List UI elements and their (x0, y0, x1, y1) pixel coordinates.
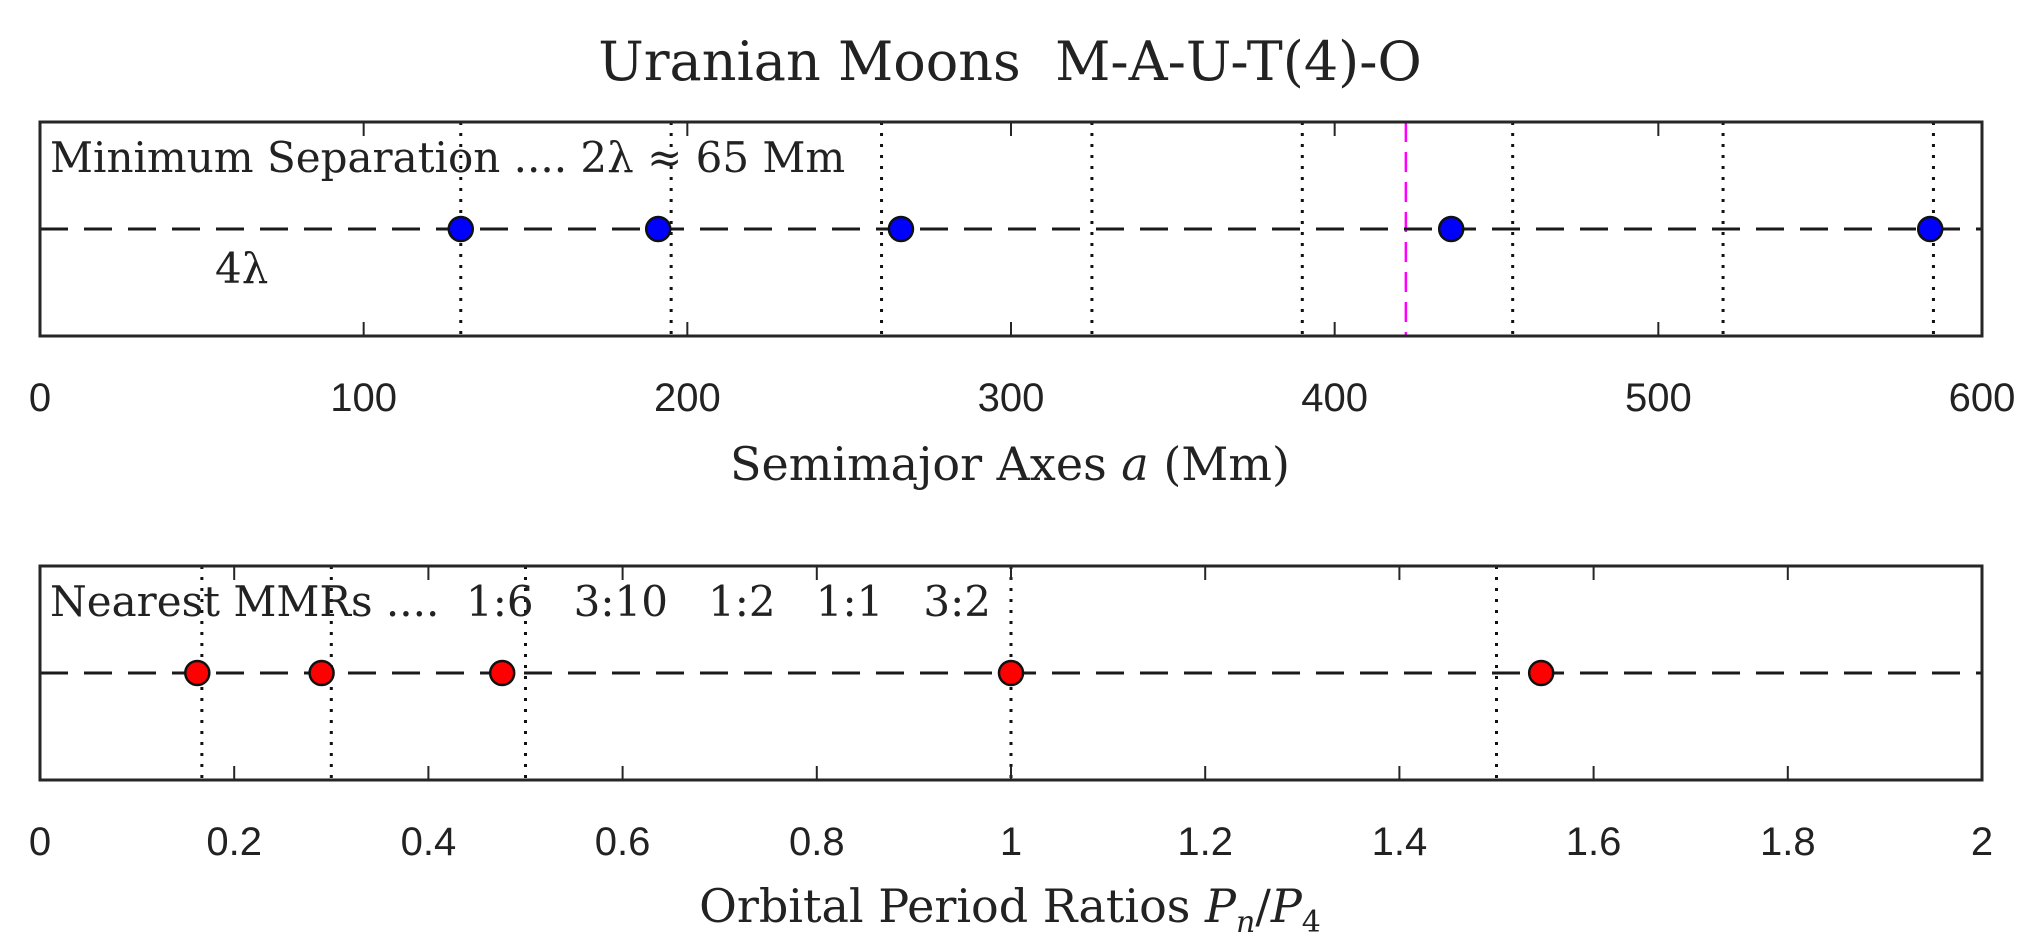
x-tick-label: 300 (978, 376, 1045, 420)
mmr-label-1-2: 1:2 (708, 577, 776, 626)
panel2-xlabel-sub-n: n (1236, 905, 1255, 940)
four-lambda-label: 4λ (215, 244, 268, 293)
nearest-mmrs-annotation: Nearest MMRs .... 1:6 3:10 1:2 1:1 3:2 (50, 577, 991, 626)
panel2-xlabel-var-n: P (1204, 879, 1237, 933)
ratio-marker-5 (1527, 659, 1555, 687)
ratio-marker-1 (184, 659, 211, 687)
panel1-x-ticks: 0 100 200 300 400 500 600 (29, 122, 2016, 420)
mmr-prefix: Nearest MMRs .... (50, 577, 439, 626)
panel-semimajor-axes: 0 100 200 300 400 500 600 Minimum Separation .… (29, 120, 2016, 491)
x-tick-label: 0.8 (789, 820, 845, 864)
ratio-marker-4 (997, 659, 1025, 687)
panel2-xlabel-sep: / (1255, 879, 1271, 933)
x-tick-label: 600 (1949, 376, 2016, 420)
ratio-marker-3 (488, 659, 516, 687)
panel-period-ratios: 0 0.2 0.4 0.6 0.8 1 1.2 1.4 1.6 1.8 2 Nearest MMRs… (29, 564, 1993, 940)
panel2-xlabel: Orbital Period Ratios Pn/P4 (699, 879, 1321, 940)
moon-marker-5 (1916, 215, 1944, 243)
panel1-xlabel-text: Semimajor Axes (730, 437, 1107, 491)
moon-marker-1 (447, 215, 475, 243)
x-tick-label: 1 (1000, 820, 1022, 864)
x-tick-label: 0.6 (595, 820, 651, 864)
panel2-xlabel-sub-4: 4 (1302, 905, 1321, 940)
mmr-label-3-2: 3:2 (923, 577, 991, 626)
moon-marker-3 (887, 215, 915, 243)
ratio-marker-2 (308, 659, 335, 687)
mmr-label-3-10: 3:10 (574, 577, 668, 626)
x-tick-label: 1.8 (1760, 820, 1816, 864)
mmr-label-1-1: 1:1 (816, 577, 884, 626)
panel1-xlabel: Semimajor Axes a (Mm) (730, 437, 1290, 491)
panel2-x-ticks: 0 0.2 0.4 0.6 0.8 1 1.2 1.4 1.6 1.8 2 (29, 566, 1993, 864)
x-tick-label: 500 (1625, 376, 1692, 420)
x-tick-label: 0 (29, 376, 51, 420)
x-tick-label: 400 (1301, 376, 1368, 420)
panel2-xlabel-var-4: P (1270, 879, 1303, 933)
moon-marker-4 (1437, 215, 1465, 243)
panel2-markers (184, 659, 1555, 687)
panel2-reference-lines (200, 566, 1498, 780)
x-tick-label: 0 (29, 820, 51, 864)
moon-marker-2 (644, 215, 672, 243)
x-tick-label: 200 (654, 376, 721, 420)
panel1-xlabel-var: a (1121, 437, 1148, 491)
mmr-label-1-6: 1:6 (466, 577, 534, 626)
x-tick-label: 100 (330, 376, 397, 420)
min-separation-annotation: Minimum Separation .... 2λ ≈ 65 Mm (50, 133, 845, 182)
panel1-markers (447, 215, 1944, 243)
panel2-xlabel-text: Orbital Period Ratios (699, 879, 1190, 933)
x-tick-label: 0.4 (401, 820, 457, 864)
x-tick-label: 1.6 (1566, 820, 1622, 864)
x-tick-label: 1.2 (1177, 820, 1233, 864)
x-tick-label: 0.2 (206, 820, 262, 864)
panel1-reference-lines (459, 122, 1935, 336)
x-tick-label: 2 (1971, 820, 1993, 864)
x-tick-label: 1.4 (1372, 820, 1428, 864)
panel1-xlabel-unit: (Mm) (1163, 437, 1290, 491)
chart-title: Uranian Moons M-A-U-T(4)-O (598, 30, 1422, 93)
